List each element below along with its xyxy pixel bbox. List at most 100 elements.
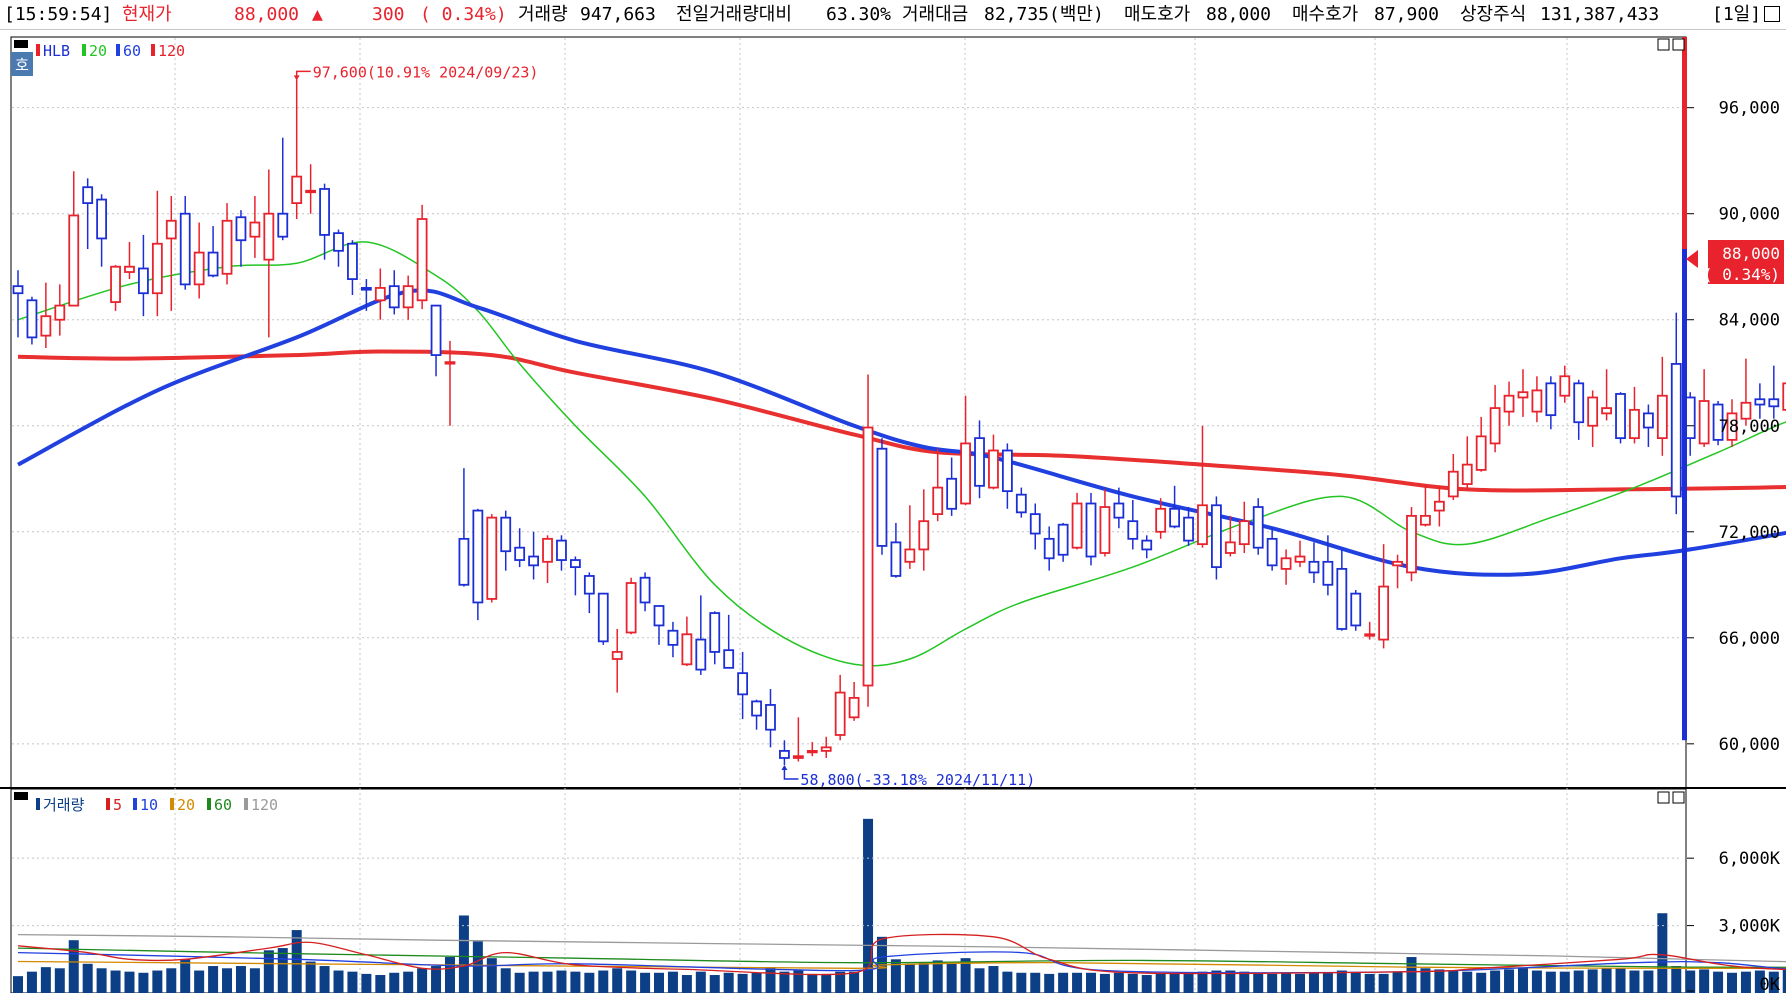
volume-bar[interactable]: [1155, 973, 1166, 993]
volume-bar[interactable]: [1448, 970, 1459, 993]
volume-bar[interactable]: [138, 972, 149, 993]
volume-bar[interactable]: [946, 963, 957, 993]
candle[interactable]: [1322, 535, 1334, 596]
candle[interactable]: [374, 268, 386, 320]
candle[interactable]: [639, 572, 651, 612]
candle[interactable]: [695, 595, 707, 675]
candle[interactable]: [597, 592, 609, 645]
volume-bar[interactable]: [1141, 975, 1152, 993]
volume-bar[interactable]: [528, 971, 539, 993]
candle[interactable]: [416, 204, 428, 310]
candle[interactable]: [1224, 515, 1236, 557]
candle[interactable]: [1406, 507, 1417, 582]
volume-bar[interactable]: [1072, 972, 1083, 993]
volume-bar[interactable]: [375, 975, 386, 993]
candle[interactable]: [1517, 369, 1529, 417]
volume-bar[interactable]: [1490, 970, 1501, 993]
volume-bar[interactable]: [556, 970, 567, 993]
candle[interactable]: [54, 284, 66, 336]
candle[interactable]: [472, 508, 484, 621]
volume-bar[interactable]: [779, 971, 790, 993]
candle[interactable]: [862, 374, 874, 707]
candle[interactable]: [876, 438, 888, 555]
volume-bar[interactable]: [1058, 972, 1069, 993]
volume-bar[interactable]: [1350, 972, 1361, 993]
volume-bar[interactable]: [1740, 971, 1751, 993]
volume-bar[interactable]: [180, 959, 191, 993]
candle[interactable]: [277, 137, 289, 241]
volume-bar[interactable]: [1420, 968, 1431, 993]
volume-bar[interactable]: [988, 966, 999, 993]
volume-bar[interactable]: [932, 960, 943, 993]
volume-bar[interactable]: [737, 973, 748, 993]
candle[interactable]: [430, 304, 442, 377]
candle[interactable]: [291, 79, 303, 220]
candle[interactable]: [1308, 542, 1320, 584]
volume-bar[interactable]: [1127, 973, 1138, 993]
candle[interactable]: [1238, 501, 1250, 553]
candle[interactable]: [820, 736, 832, 758]
volume-bar[interactable]: [626, 970, 637, 993]
volume-bar[interactable]: [1295, 973, 1306, 993]
candle[interactable]: [709, 611, 721, 665]
candle[interactable]: [360, 279, 372, 311]
price-panel-close-icon[interactable]: [1672, 38, 1685, 51]
candle[interactable]: [918, 489, 930, 571]
volume-bar[interactable]: [793, 970, 804, 993]
volume-bar[interactable]: [1113, 972, 1124, 993]
volume-bar[interactable]: [1754, 970, 1765, 993]
candle[interactable]: [751, 699, 762, 730]
candle[interactable]: [723, 614, 735, 669]
volume-bar[interactable]: [431, 966, 442, 993]
candle[interactable]: [500, 510, 512, 571]
candle[interactable]: [1475, 416, 1487, 472]
volume-bar[interactable]: [1727, 972, 1738, 993]
volume-bar[interactable]: [849, 971, 860, 993]
candle[interactable]: [653, 605, 665, 645]
volume-bar[interactable]: [417, 968, 428, 993]
volume-bar[interactable]: [765, 967, 776, 993]
candle[interactable]: [1587, 390, 1599, 447]
volume-bar[interactable]: [1239, 971, 1250, 993]
candle[interactable]: [974, 420, 985, 499]
candle[interactable]: [1071, 492, 1083, 550]
volume-bar[interactable]: [821, 973, 832, 993]
candle[interactable]: [1461, 436, 1473, 490]
volume-bar[interactable]: [1476, 972, 1487, 993]
candle[interactable]: [1545, 376, 1557, 430]
volume-bar[interactable]: [263, 950, 274, 993]
volume-bar[interactable]: [486, 958, 497, 993]
volume-bar[interactable]: [1392, 971, 1403, 993]
volume-bar[interactable]: [347, 971, 358, 993]
candle[interactable]: [1155, 498, 1167, 539]
volume-bar[interactable]: [1517, 968, 1528, 993]
price-panel-maximize-icon[interactable]: [1657, 38, 1670, 51]
candle[interactable]: [82, 178, 94, 250]
volume-bar[interactable]: [222, 968, 233, 993]
volume-bar[interactable]: [918, 962, 929, 993]
volume-bar[interactable]: [1629, 970, 1640, 993]
volume-bar[interactable]: [1643, 970, 1654, 993]
volume-bar[interactable]: [1462, 971, 1473, 993]
candle[interactable]: [402, 275, 414, 320]
candle[interactable]: [1294, 540, 1306, 568]
volume-bar[interactable]: [667, 971, 678, 993]
volume-bar[interactable]: [904, 963, 915, 993]
candle[interactable]: [1531, 376, 1543, 423]
candle[interactable]: [1698, 369, 1710, 447]
candle[interactable]: [486, 514, 498, 603]
volume-bar[interactable]: [723, 972, 734, 993]
candle[interactable]: [1141, 535, 1153, 559]
candle[interactable]: [779, 740, 790, 766]
volume-bar[interactable]: [570, 971, 581, 993]
candle[interactable]: [1015, 487, 1027, 518]
volume-bar[interactable]: [1615, 968, 1626, 993]
volume-bar[interactable]: [277, 948, 288, 993]
volume-bar[interactable]: [1713, 971, 1724, 993]
candle[interactable]: [792, 717, 804, 762]
candle[interactable]: [1420, 485, 1431, 527]
volume-bar[interactable]: [110, 970, 121, 993]
candle[interactable]: [1740, 358, 1752, 426]
volume-bar[interactable]: [1768, 971, 1779, 993]
candle[interactable]: [765, 689, 776, 748]
